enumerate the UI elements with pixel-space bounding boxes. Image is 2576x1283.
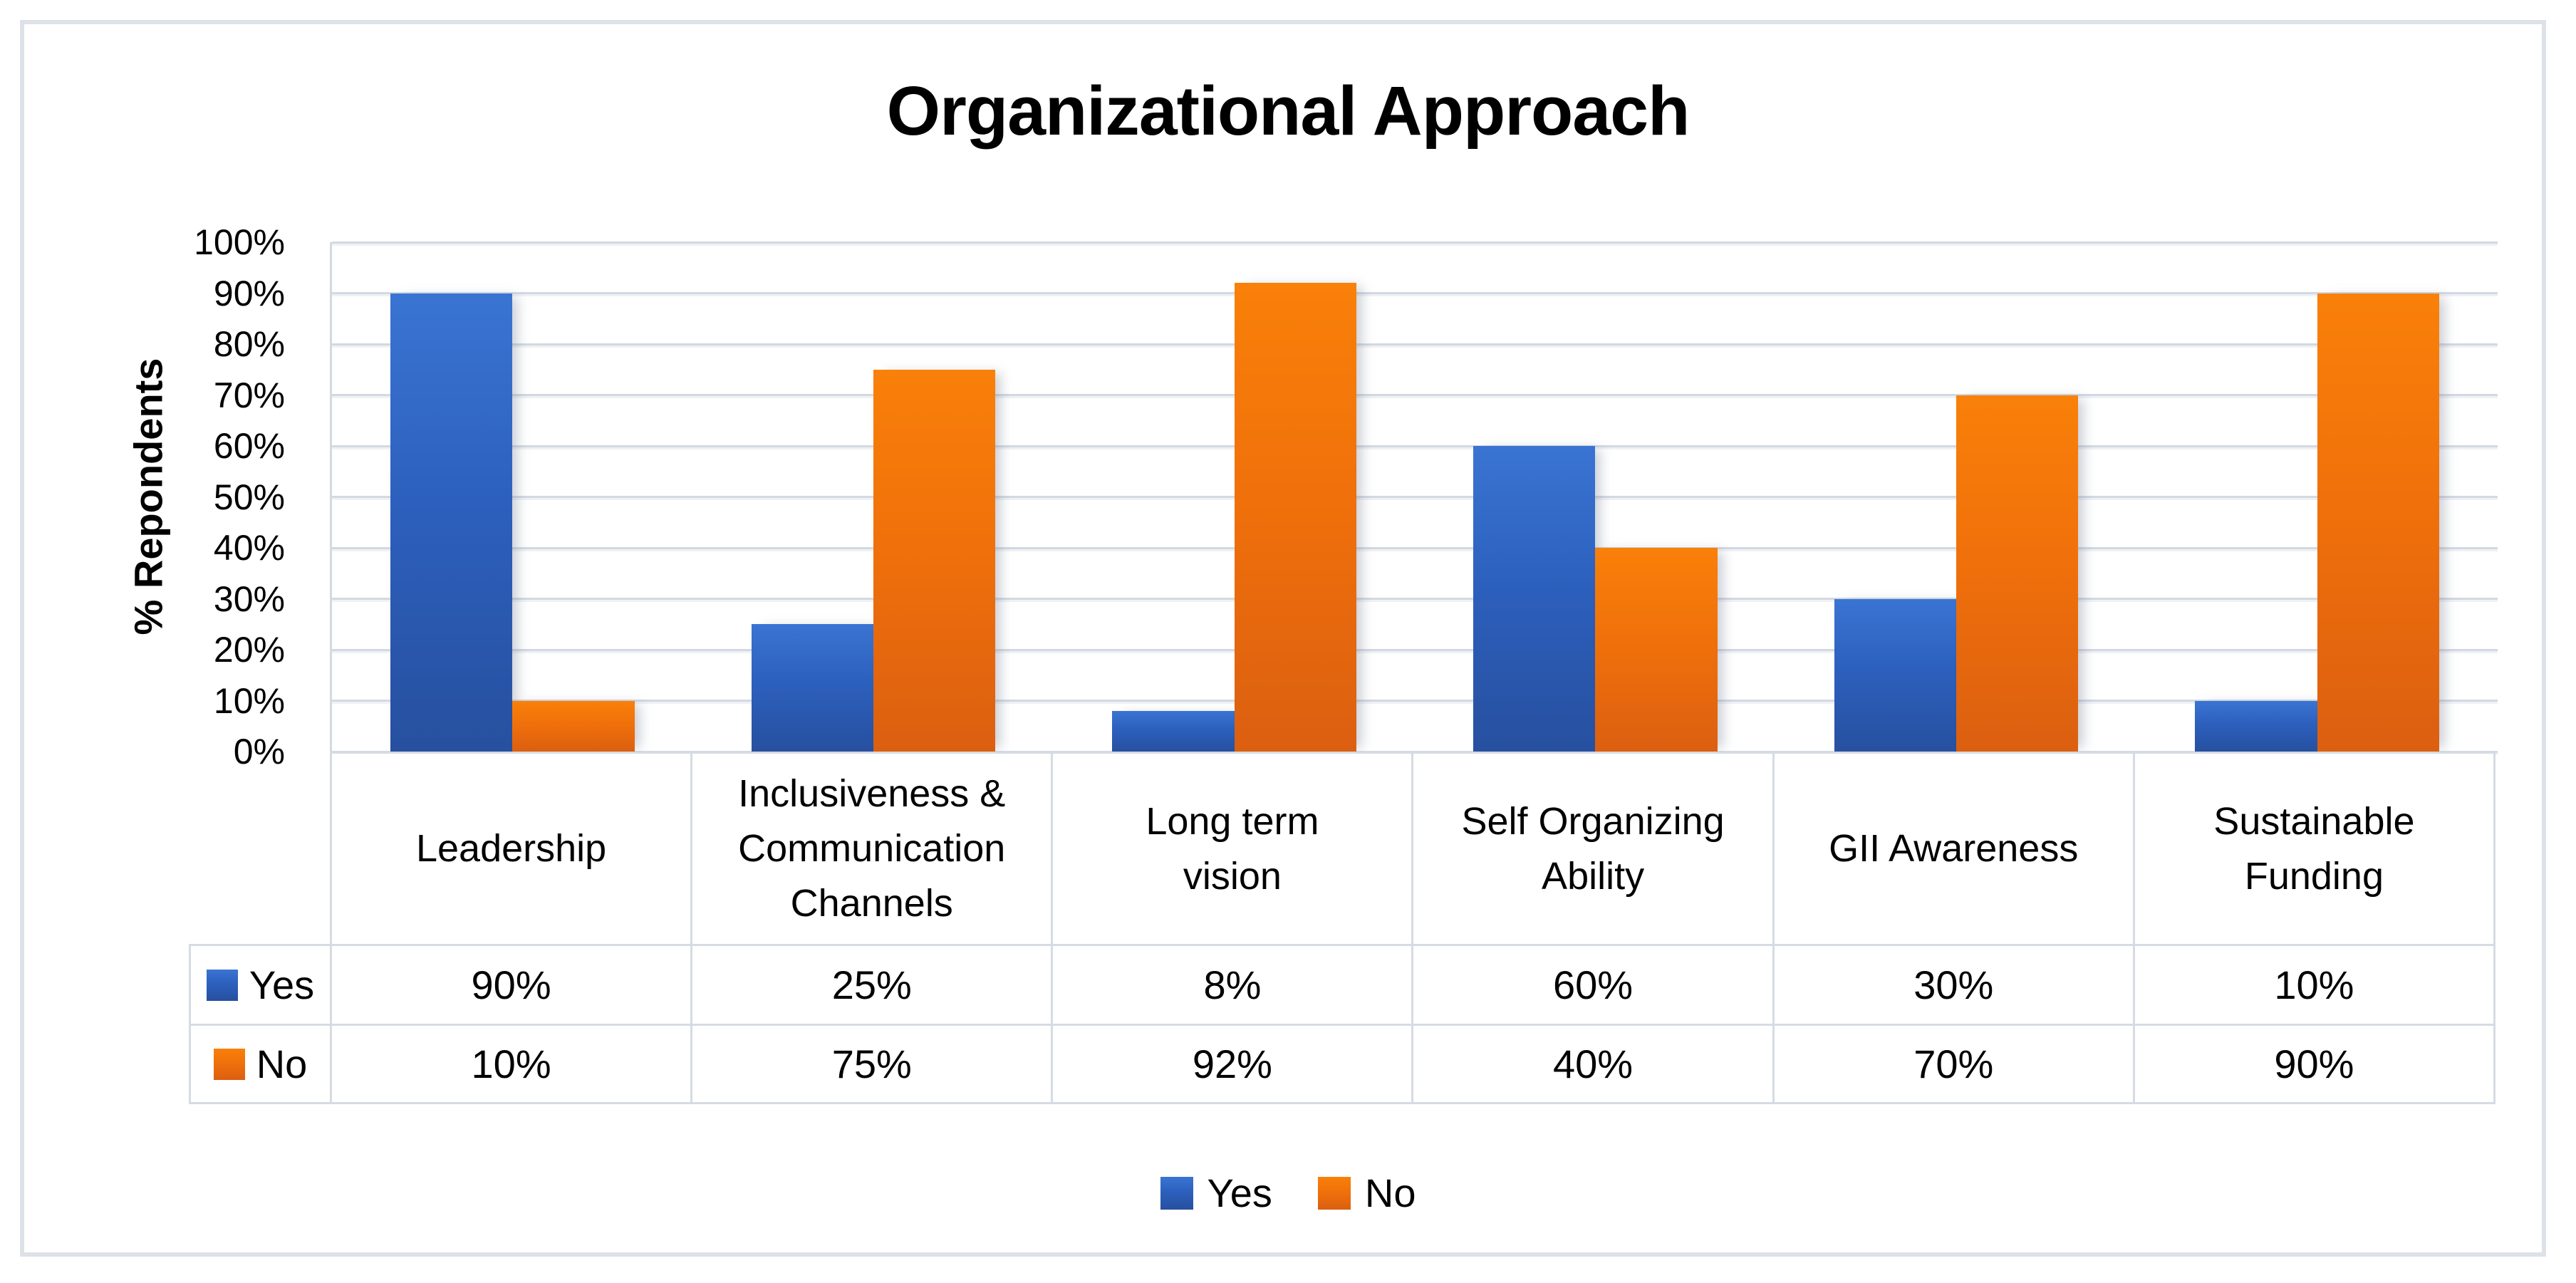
bar-no: [1234, 283, 1356, 752]
series-key-cell: No: [191, 1026, 332, 1104]
category-header-cell: Self Organizing Ability: [1413, 754, 1775, 944]
category-slot: [693, 242, 1054, 752]
y-tick-label: 70%: [213, 375, 285, 415]
category-slot: [1054, 242, 1415, 752]
gridline: [332, 394, 2498, 396]
legend: Yes No: [0, 1170, 2576, 1216]
y-tick-label: 10%: [213, 680, 285, 721]
gridline: [332, 648, 2498, 651]
gridline: [332, 598, 2498, 600]
bar-no: [1595, 548, 1718, 752]
bar-yes: [1112, 710, 1235, 752]
gridline: [332, 292, 2498, 294]
value-cell: 40%: [1413, 1026, 1775, 1104]
y-tick-label: 50%: [213, 477, 285, 517]
gridline: [332, 546, 2498, 549]
value-cell: 8%: [1053, 946, 1414, 1026]
category-header-cell: Sustainable Funding: [2135, 754, 2496, 944]
y-tick-label: 60%: [213, 426, 285, 466]
value-cell: 75%: [692, 1026, 1054, 1104]
y-tick-label: 40%: [213, 528, 285, 568]
legend-item-no: No: [1317, 1170, 1416, 1216]
bar-yes: [751, 624, 873, 752]
chart-title: Organizational Approach: [886, 72, 1690, 150]
category-slot: [332, 242, 693, 752]
y-tick-label: 30%: [213, 578, 285, 619]
plot-area: [330, 241, 2498, 753]
value-cell: 60%: [1413, 946, 1775, 1026]
y-tick-label: 100%: [194, 222, 285, 262]
bar-no: [1956, 395, 2079, 752]
value-cell: 90%: [332, 946, 693, 1026]
value-cell: 25%: [692, 946, 1054, 1026]
y-tick-labels: 0% 10% 20% 30% 40% 50% 60% 70% 80% 90% 100%: [0, 222, 299, 772]
bar-yes: [1834, 598, 1956, 752]
bar-yes: [1473, 446, 1596, 752]
category-slot: [1776, 242, 2137, 752]
legend-item-yes: Yes: [1160, 1170, 1272, 1216]
value-cell: 90%: [2134, 1026, 2496, 1104]
y-tick-label: 20%: [213, 630, 285, 670]
bar-no: [512, 700, 635, 752]
legend-swatch-no: [213, 1048, 245, 1080]
category-header-cell: GII Awareness: [1775, 754, 2135, 944]
bar-yes: [390, 293, 513, 752]
data-table-body: Yes 90% 25% 8% 60% 30% 10% No 10% 75% 92% 40% 70% 90%: [189, 944, 2496, 1104]
y-tick-label: 0%: [233, 732, 285, 772]
series-key-cell: Yes: [191, 946, 332, 1026]
gridline: [332, 343, 2498, 346]
y-tick-label: 90%: [213, 273, 285, 313]
legend-swatch-yes: [1160, 1176, 1193, 1210]
bars-layer: [332, 242, 2498, 752]
value-cell: 10%: [2134, 946, 2496, 1026]
category-header-cell: Inclusiveness & Communication Channels: [692, 754, 1054, 944]
value-cell: 92%: [1053, 1026, 1414, 1104]
bar-no: [873, 369, 996, 752]
category-header-cell: Long term vision: [1053, 754, 1414, 944]
category-slot: [2136, 242, 2498, 752]
bar-no: [2317, 293, 2439, 752]
category-header-cell: Leadership: [332, 754, 693, 944]
gridline: [332, 496, 2498, 498]
legend-swatch-no: [1317, 1176, 1351, 1210]
gridline: [332, 445, 2498, 447]
legend-label: No: [1364, 1170, 1416, 1215]
value-cell: 70%: [1774, 1026, 2135, 1104]
gridline: [332, 700, 2498, 702]
data-table-header: Leadership Inclusiveness & Communication …: [330, 752, 2496, 944]
legend-label: Yes: [1207, 1170, 1272, 1215]
category-slot: [1415, 242, 1776, 752]
value-cell: 30%: [1774, 946, 2135, 1026]
y-tick-label: 80%: [213, 324, 285, 364]
gridline: [332, 241, 2498, 244]
value-cell: 10%: [332, 1026, 693, 1104]
legend-swatch-yes: [206, 969, 238, 1001]
series-key-label: Yes: [249, 962, 315, 1007]
series-key-label: No: [256, 1042, 308, 1086]
bar-yes: [2195, 700, 2317, 752]
